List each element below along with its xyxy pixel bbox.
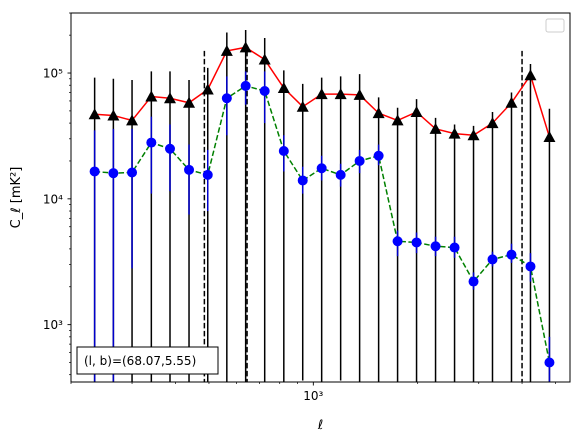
x-axis-label: ℓ — [317, 418, 323, 433]
series-0-point-13 — [334, 88, 347, 100]
axis-tick-labels: 10³ 10⁴ 10⁵ 10³ — [43, 67, 324, 403]
y-tick-label-1: 10⁴ — [43, 192, 63, 206]
data-series — [88, 29, 556, 382]
series-0-point-2 — [126, 114, 139, 126]
axis-ticks — [67, 12, 556, 386]
plot-background — [71, 13, 570, 382]
series-1-point-4 — [164, 143, 175, 154]
annotation-box — [76, 346, 219, 375]
x-tick-label-0: 10³ — [303, 389, 323, 403]
series-0-point-14 — [353, 88, 366, 100]
series-1-point-12 — [316, 163, 327, 174]
legend-box — [545, 18, 565, 33]
series-1-point-19 — [449, 242, 460, 253]
series-1-point-11 — [297, 175, 308, 186]
series-0-point-11 — [296, 100, 309, 112]
legend — [545, 18, 565, 33]
vertical-reference-lines — [203, 50, 523, 382]
plot-frame — [70, 12, 571, 383]
series-1-point-20 — [468, 276, 479, 287]
series-0-point-0 — [88, 108, 101, 120]
series-1-point-22 — [506, 249, 517, 260]
series-1-point-15 — [373, 150, 384, 161]
series-0-point-5 — [183, 96, 196, 108]
series-1-point-8 — [240, 80, 251, 91]
series-1-point-9 — [259, 85, 270, 96]
series-1-point-23 — [525, 261, 536, 272]
series-1-point-24 — [544, 357, 555, 368]
series-1-point-5 — [184, 164, 195, 175]
y-axis-label: C_ℓ [mK²] — [9, 167, 24, 229]
series-1-point-7 — [221, 93, 232, 104]
annotation-text: (l, b)=(68.07,5.55) — [84, 354, 196, 368]
series-0-point-16 — [391, 114, 404, 126]
series-1-point-1 — [108, 168, 119, 179]
series-0-point-17 — [410, 106, 423, 118]
series-0-point-7 — [220, 44, 233, 56]
series-0-point-19 — [448, 127, 461, 139]
series-0-point-10 — [277, 82, 290, 94]
series-0-point-8 — [239, 41, 252, 53]
series-1 — [89, 71, 555, 382]
series-0-point-18 — [429, 122, 442, 134]
series-1-point-18 — [430, 241, 441, 252]
series-0-point-22 — [505, 96, 518, 108]
series-0-point-12 — [315, 88, 328, 100]
series-0-point-4 — [163, 92, 176, 104]
series-1-point-17 — [411, 237, 422, 248]
series-1-point-21 — [487, 254, 498, 265]
y-tick-label-0: 10³ — [43, 318, 63, 332]
series-0-point-1 — [107, 109, 120, 121]
y-tick-label-2: 10⁵ — [43, 67, 63, 81]
series-0-point-9 — [258, 53, 271, 65]
series-0-point-23 — [524, 69, 537, 81]
series-1-point-13 — [335, 169, 346, 180]
series-0-point-15 — [372, 107, 385, 119]
series-1-point-10 — [278, 145, 289, 156]
series-1-point-6 — [202, 169, 213, 180]
series-1-point-16 — [392, 236, 403, 247]
coordinate-annotation: (l, b)=(68.07,5.55) — [76, 346, 219, 375]
series-0-point-24 — [543, 131, 556, 143]
series-0-point-3 — [145, 90, 158, 102]
series-0-point-6 — [201, 83, 214, 95]
series-0-point-21 — [486, 117, 499, 129]
series-1-point-14 — [354, 155, 365, 166]
series-0-point-20 — [467, 129, 480, 141]
series-1-point-0 — [89, 166, 100, 177]
series-1-point-3 — [146, 137, 157, 148]
series-1-point-2 — [127, 167, 138, 178]
